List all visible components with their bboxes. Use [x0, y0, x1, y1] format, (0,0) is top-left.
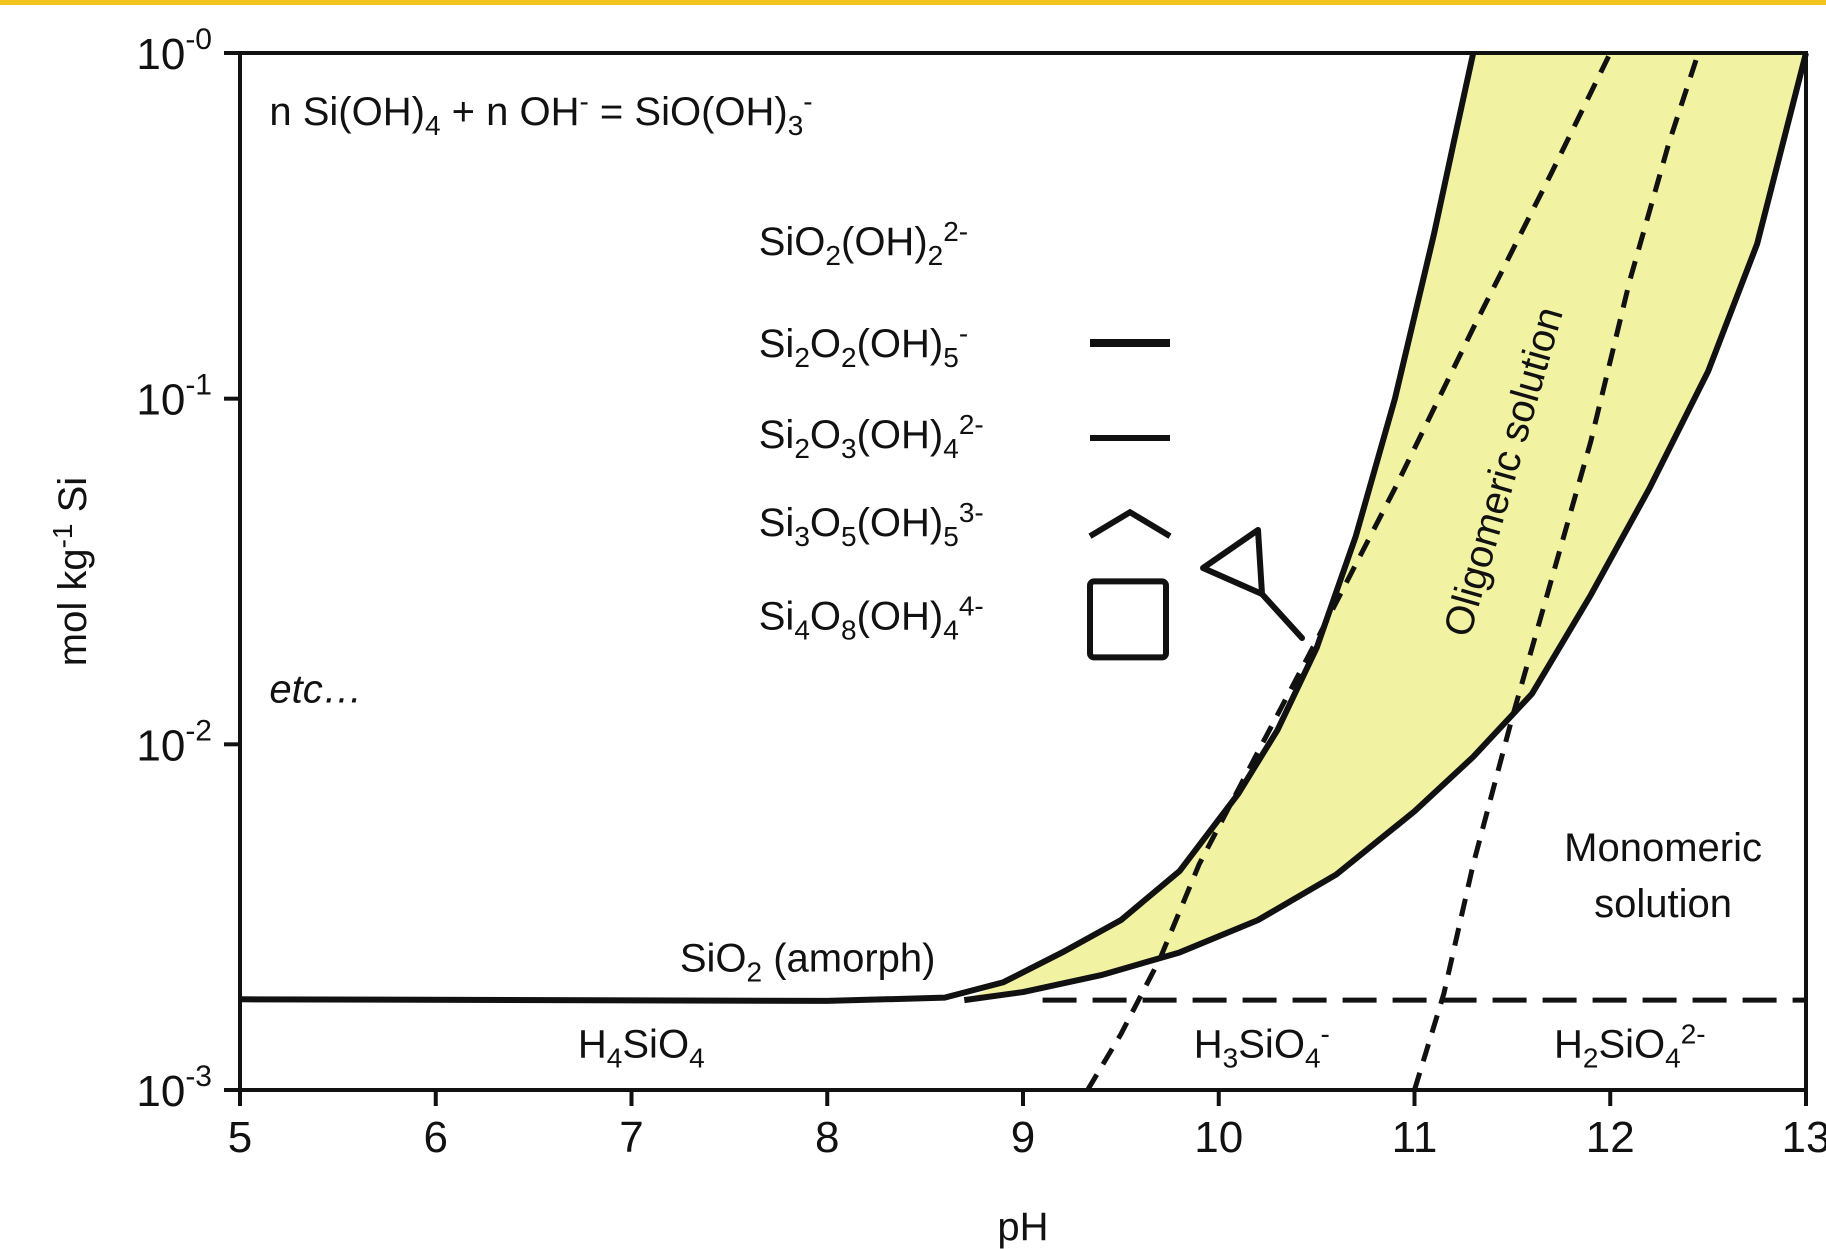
- amorph-part-1: SiO: [680, 937, 747, 981]
- species-entry: SiO2(OH)22-: [759, 216, 968, 271]
- amorph-part-2: (amorph): [762, 937, 935, 981]
- x-tick-label: 6: [424, 1113, 448, 1162]
- h3-sub-1: 3: [1223, 1043, 1239, 1074]
- h3-sub-2: 4: [1305, 1043, 1321, 1074]
- reaction-sup-3: -: [803, 86, 812, 117]
- y-tick-label: 10-1: [136, 369, 212, 425]
- h3-part-2: SiO: [1238, 1023, 1305, 1067]
- reaction-sub-3: 3: [788, 110, 804, 141]
- series-lines: [239, 51, 1809, 1092]
- pk1-boundary-line: [1085, 51, 1613, 1092]
- amorph-sub-1: 2: [747, 957, 763, 988]
- tetramer-network-icon: [1200, 527, 1305, 641]
- y-axis-label-end: Si: [51, 477, 95, 524]
- reaction-part-1: n Si(OH): [269, 90, 425, 134]
- x-tick-label: 8: [815, 1113, 839, 1162]
- axis-ticks: 5 6 7 8 9 10 11 12 13 10-0 10-1 10-2 10-3: [136, 23, 1826, 1162]
- y-tick-label: 10-2: [136, 714, 212, 770]
- species-entry: Si2O3(OH)42-: [759, 409, 1170, 464]
- tetramer-square-icon: [1087, 578, 1169, 661]
- x-tick-label: 13: [1782, 1113, 1826, 1162]
- sio2-amorph-label: SiO2 (amorph): [680, 937, 936, 988]
- x-tick-label: 10: [1194, 1113, 1243, 1162]
- species-list: SiO2(OH)22- Si2O2(OH)5- Si2O3(OH)42- Si3O5(…: [759, 216, 1172, 661]
- reaction-sub-1: 4: [425, 110, 441, 141]
- reaction-part-2: + n OH: [441, 90, 580, 134]
- h2-sup-2: 2-: [1681, 1019, 1706, 1050]
- species-formula: Si4O8(OH)44-: [759, 590, 984, 645]
- h3-part-1: H: [1194, 1023, 1223, 1067]
- h2-sub-2: 4: [1665, 1043, 1681, 1074]
- monomeric-label-line-1: Monomeric: [1564, 826, 1762, 870]
- h3sio4-label: H3SiO4-: [1194, 1019, 1330, 1074]
- reaction-sup-2: -: [579, 86, 588, 117]
- y-axis-label: mol kg-1 Si: [47, 477, 95, 666]
- x-axis-label: pH: [997, 1205, 1048, 1249]
- y-tick-label: 10-0: [136, 23, 212, 79]
- h4-part-2: SiO: [622, 1023, 689, 1067]
- species-entry: Si4O8(OH)44-: [759, 578, 1169, 661]
- x-tick-label: 5: [228, 1113, 252, 1162]
- species-entry: Si3O5(OH)53-: [759, 497, 1172, 552]
- species-entry: Si2O2(OH)5-: [759, 318, 1170, 373]
- h4-sub-1: 4: [607, 1043, 623, 1074]
- pk2-boundary-line: [1412, 52, 1701, 1091]
- h4-sub-2: 4: [689, 1043, 705, 1074]
- x-tick-label: 7: [619, 1113, 643, 1162]
- y-axis-label-main: mol kg: [51, 548, 95, 666]
- reaction-equation: n Si(OH)4 + n OH- = SiO(OH)3-: [269, 86, 812, 141]
- h3-sup-2: -: [1321, 1019, 1330, 1050]
- h2-part-1: H: [1554, 1023, 1583, 1067]
- h4sio4-label: H4SiO4: [578, 1023, 705, 1074]
- h4-part-1: H: [578, 1023, 607, 1067]
- trimer-chevron-icon: [1088, 508, 1172, 539]
- reaction-part-3: = SiO(OH): [589, 90, 788, 134]
- oligomeric-region: [964, 53, 1806, 1001]
- y-axis-label-sup: -1: [47, 523, 78, 548]
- x-tick-label: 9: [1011, 1113, 1035, 1162]
- h2-part-2: SiO: [1598, 1023, 1665, 1067]
- monomeric-label-line-2: solution: [1594, 882, 1732, 926]
- etc-label: etc…: [269, 668, 362, 712]
- h2-sub-1: 2: [1583, 1043, 1599, 1074]
- species-formula: Si2O2(OH)5-: [759, 318, 968, 373]
- y-tick-label: 10-3: [136, 1060, 212, 1116]
- lower-solubility-line: [963, 52, 1809, 1004]
- x-tick-label: 11: [1392, 1113, 1438, 1162]
- x-tick-label: 12: [1586, 1113, 1635, 1162]
- species-formula: SiO2(OH)22-: [759, 216, 968, 271]
- oligomeric-region-fill: [964, 53, 1806, 1001]
- h2sio4-label: H2SiO42-: [1554, 1019, 1706, 1074]
- species-formula: Si3O5(OH)53-: [759, 497, 984, 552]
- top-accent-rule: [0, 0, 1826, 5]
- species-formula: Si2O3(OH)42-: [759, 409, 984, 464]
